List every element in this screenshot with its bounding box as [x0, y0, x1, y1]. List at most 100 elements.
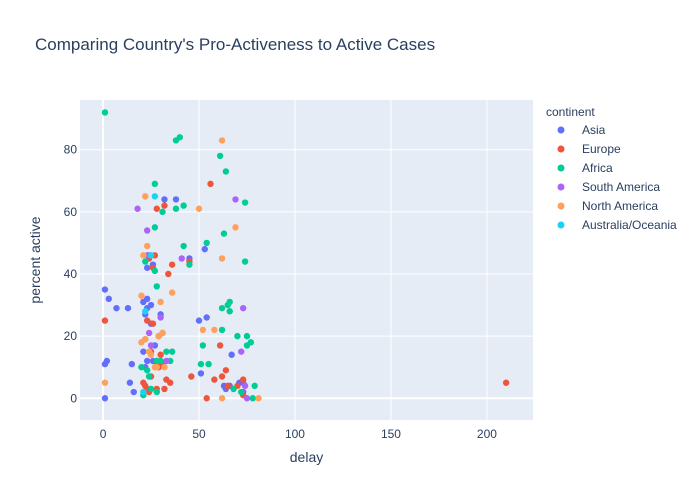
- y-axis-ticks: 0 20 40 60 80: [64, 143, 78, 406]
- data-point: [176, 134, 184, 141]
- data-point: [142, 308, 149, 315]
- data-point: [224, 382, 232, 390]
- data-point: [143, 317, 151, 324]
- legend-marker: [557, 221, 565, 229]
- legend-marker: [557, 164, 565, 172]
- data-point: [143, 367, 151, 374]
- data-point: [218, 373, 226, 380]
- legend-marker: [557, 183, 565, 191]
- data-point: [142, 193, 149, 200]
- legend-marker: [557, 145, 565, 153]
- x-tick-label: 100: [285, 427, 305, 441]
- data-point: [234, 332, 241, 340]
- data-point: [143, 264, 151, 271]
- legend-label: Australia/Oceania: [582, 218, 677, 232]
- data-point: [255, 395, 262, 402]
- data-point: [218, 326, 226, 334]
- data-point: [239, 304, 247, 312]
- x-tick-label: 150: [381, 427, 401, 441]
- data-point: [101, 286, 109, 293]
- data-point: [138, 363, 145, 371]
- y-axis-title: percent active: [27, 216, 43, 303]
- series-australia-oceania: [140, 193, 159, 396]
- data-point: [238, 348, 245, 355]
- data-point: [199, 326, 207, 334]
- data-point: [502, 379, 510, 386]
- data-point: [143, 295, 151, 303]
- data-point: [153, 363, 160, 371]
- data-point: [238, 388, 245, 396]
- data-point: [241, 258, 249, 265]
- data-point: [159, 329, 166, 337]
- data-point: [157, 314, 164, 321]
- data-point: [172, 196, 180, 203]
- y-tick-label: 80: [64, 143, 78, 157]
- data-point: [143, 242, 151, 250]
- data-point: [199, 342, 207, 349]
- data-point: [232, 196, 239, 203]
- data-point: [222, 168, 230, 175]
- data-point: [157, 351, 164, 358]
- data-point: [130, 388, 137, 396]
- data-point: [195, 205, 203, 212]
- data-point: [124, 304, 132, 312]
- data-point: [218, 395, 226, 402]
- data-point: [147, 385, 155, 393]
- data-point: [161, 385, 168, 393]
- data-point: [197, 370, 205, 377]
- data-point: [201, 245, 208, 253]
- legend-label: Africa: [582, 161, 613, 175]
- data-point: [145, 373, 153, 380]
- data-point: [172, 205, 180, 212]
- data-point: [147, 351, 155, 358]
- data-point: [151, 224, 159, 231]
- data-point: [103, 357, 111, 365]
- data-point: [249, 395, 256, 402]
- data-point: [151, 267, 159, 275]
- data-point: [142, 258, 149, 265]
- data-point: [143, 227, 151, 234]
- data-point: [239, 376, 247, 383]
- data-point: [140, 348, 147, 355]
- data-point: [222, 367, 230, 374]
- data-point: [195, 317, 203, 324]
- data-point: [197, 360, 205, 368]
- data-point: [205, 360, 212, 368]
- data-point: [147, 342, 155, 349]
- data-point: [140, 252, 147, 259]
- legend-marker: [557, 126, 565, 134]
- data-point: [165, 270, 172, 278]
- data-point: [143, 357, 151, 365]
- legend-label: North America: [582, 199, 658, 213]
- data-point: [243, 332, 251, 340]
- data-point: [142, 336, 149, 343]
- y-tick-label: 60: [64, 205, 78, 219]
- data-point: [178, 255, 185, 262]
- data-point: [180, 242, 187, 250]
- data-point: [243, 395, 251, 402]
- data-point: [188, 373, 195, 380]
- data-point: [153, 205, 160, 212]
- data-point: [180, 202, 187, 209]
- data-point: [138, 292, 145, 299]
- chart-title: Comparing Country's Pro-Activeness to Ac…: [35, 35, 435, 54]
- data-point: [153, 283, 160, 290]
- data-point: [161, 363, 168, 371]
- legend: continent Asia Europe Africa South America N…: [546, 105, 677, 232]
- y-tick-label: 40: [64, 267, 78, 281]
- data-point: [101, 109, 109, 116]
- data-point: [151, 180, 159, 188]
- legend-marker: [557, 202, 565, 210]
- data-point: [216, 152, 224, 160]
- data-point: [218, 304, 226, 312]
- data-point: [211, 376, 218, 383]
- data-point: [247, 339, 255, 346]
- data-point: [140, 388, 147, 396]
- data-point: [147, 252, 155, 259]
- series-africa: [101, 109, 258, 402]
- data-point: [157, 298, 164, 306]
- data-point: [105, 295, 112, 303]
- x-axis-title: delay: [290, 449, 323, 465]
- data-point: [218, 255, 226, 262]
